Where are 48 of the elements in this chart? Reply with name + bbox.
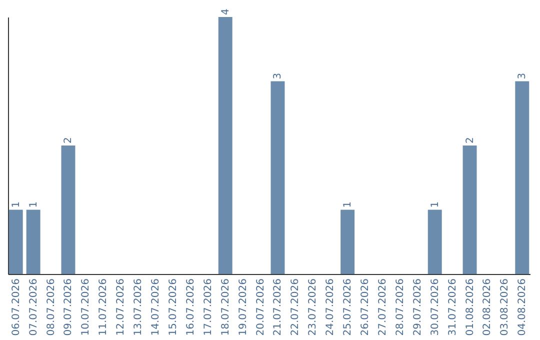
data-label: 1	[342, 201, 354, 208]
x-tick-label: 29.07.2026	[412, 278, 424, 336]
x-tick-label: 21.07.2026	[272, 278, 284, 336]
x-tick-label: 15.07.2026	[168, 278, 179, 336]
x-tick-label: 26.07.2026	[360, 278, 372, 336]
x-tick-label: 07.07.2026	[28, 278, 40, 336]
bar	[340, 210, 355, 274]
x-tick-label: 10.07.2026	[80, 278, 92, 336]
bar	[218, 17, 232, 274]
x-tick-label: 03.08.2026	[500, 278, 511, 336]
data-label: 1	[28, 201, 40, 208]
x-tick-label: 08.07.2026	[46, 278, 57, 336]
bar	[8, 210, 23, 274]
x-tick-label: 11.07.2026	[98, 278, 110, 336]
data-label: 3	[272, 72, 284, 80]
x-tick-label: 25.07.2026	[342, 278, 354, 336]
x-tick-label: 31.07.2026	[447, 278, 458, 336]
bar	[515, 81, 530, 274]
bar	[428, 210, 442, 274]
x-tick-label: 20.07.2026	[255, 278, 266, 336]
x-tick-label: 14.07.2026	[150, 278, 162, 336]
x-tick-label: 13.07.2026	[133, 278, 144, 336]
bar	[26, 210, 40, 274]
x-tick-label: 04.08.2026	[517, 278, 528, 336]
x-tick-label: 23.07.2026	[308, 278, 319, 336]
x-tick-label: 12.07.2026	[116, 278, 127, 336]
bar	[462, 146, 477, 274]
bar	[270, 81, 285, 274]
x-tick-label: 17.07.2026	[202, 278, 214, 336]
x-tick-label: 28.07.2026	[394, 278, 406, 336]
x-tick-label: 27.07.2026	[377, 278, 388, 336]
x-tick-label: 16.07.2026	[185, 278, 196, 336]
data-label: 4	[220, 8, 232, 15]
x-tick-label: 24.07.2026	[325, 278, 336, 336]
x-tick-label: 18.07.2026	[220, 278, 232, 336]
x-tick-label: 30.07.2026	[430, 278, 441, 336]
x-tick-label: 06.07.2026	[10, 278, 22, 336]
x-tick-label: 22.07.2026	[290, 278, 302, 336]
x-tick-label: 09.07.2026	[63, 278, 74, 336]
x-tick-label: 01.08.2026	[464, 278, 476, 336]
data-label: 2	[63, 137, 74, 144]
x-tick-label: 02.08.2026	[482, 278, 494, 336]
bar	[61, 146, 76, 274]
data-label: 1	[10, 201, 22, 208]
data-label: 2	[464, 137, 476, 144]
x-tick-label: 19.07.2026	[238, 278, 249, 336]
data-label: 3	[517, 72, 528, 80]
data-label: 1	[430, 201, 441, 208]
